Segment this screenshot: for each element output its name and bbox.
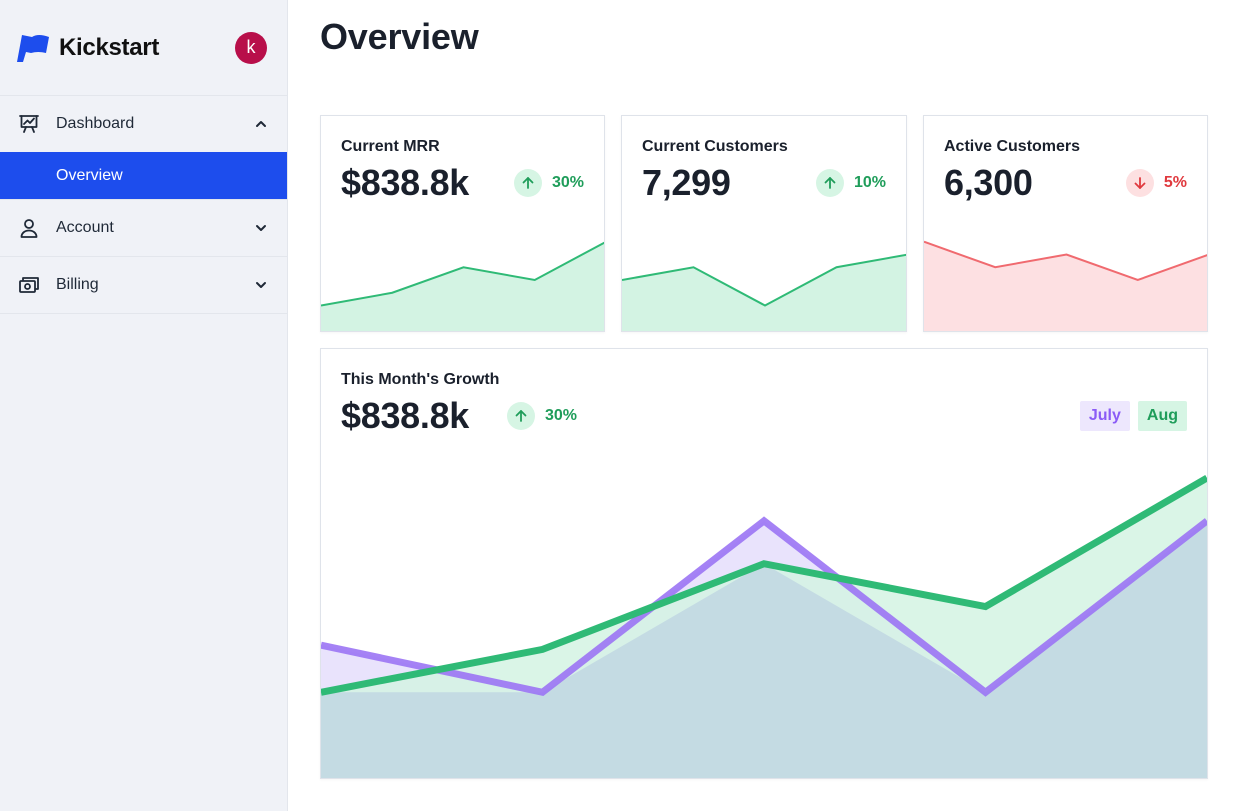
sparkline-area: [622, 254, 906, 331]
series-area-overlap: [321, 520, 1207, 778]
stat-title: Current Customers: [642, 138, 788, 155]
sidebar-item-dashboard[interactable]: Dashboard: [0, 96, 287, 152]
chart-legend: July Aug: [1079, 401, 1187, 431]
sidebar-item-account[interactable]: Account: [0, 200, 287, 257]
stat-delta-value: 10%: [853, 174, 886, 191]
avatar[interactable]: k: [235, 31, 267, 64]
arrow-up-icon: [513, 169, 542, 197]
growth-value: $838.8k: [341, 395, 470, 436]
sparkline-chart: [321, 241, 604, 331]
sidebar: Kickstart k Dashboard Overview Account: [0, 0, 288, 811]
stat-delta: 10%: [815, 169, 886, 197]
stat-value: 7,299: [642, 162, 731, 203]
arrow-up-icon: [815, 169, 844, 197]
growth-title: This Month's Growth: [341, 371, 500, 388]
growth-delta: 30%: [507, 402, 577, 430]
stat-delta: 30%: [513, 169, 584, 197]
sparkline-area: [924, 241, 1207, 331]
legend-item-july[interactable]: July: [1079, 401, 1130, 431]
series-line-july: [321, 516, 1207, 697]
sidebar-item-label: Billing: [56, 276, 99, 293]
cash-icon: [18, 274, 40, 296]
arrow-down-icon: [1125, 169, 1154, 197]
stat-title: Active Customers: [944, 138, 1081, 155]
stat-card-active-customers: Active Customers 6,300 5%: [923, 115, 1208, 332]
stat-delta-value: 30%: [551, 174, 584, 191]
brand-name[interactable]: Kickstart: [59, 33, 160, 61]
stat-card-mrr: Current MRR $838.8k 30%: [320, 115, 605, 332]
flag-icon[interactable]: [16, 31, 52, 65]
sparkline-line: [622, 253, 906, 307]
sparkline-line: [924, 240, 1207, 282]
sparkline-chart: [622, 253, 906, 331]
chevron-up-icon[interactable]: [253, 116, 269, 132]
sidebar-item-billing[interactable]: Billing: [0, 257, 287, 314]
sidebar-item-overview[interactable]: Overview: [0, 152, 287, 200]
growth-area-chart: [321, 474, 1207, 778]
stat-title: Current MRR: [341, 138, 440, 155]
sparkline-chart: [924, 240, 1207, 331]
stat-delta-value: 5%: [1163, 174, 1187, 191]
sidebar-item-label: Account: [56, 219, 114, 236]
brand: Kickstart k: [0, 0, 287, 96]
user-icon: [18, 217, 40, 239]
legend-item-aug[interactable]: Aug: [1137, 401, 1187, 431]
stat-value: 6,300: [944, 162, 1033, 203]
sparkline-line: [321, 241, 604, 307]
main-content: Overview Current MRR $838.8k 30% Current…: [288, 0, 1240, 811]
growth-card: This Month's Growth $838.8k 30% July Aug: [320, 348, 1208, 779]
stat-value: $838.8k: [341, 162, 470, 203]
series-line-aug: [321, 474, 1207, 696]
stat-delta: 5%: [1125, 169, 1187, 197]
arrow-up-icon: [507, 402, 535, 430]
stat-card-customers: Current Customers 7,299 10%: [621, 115, 907, 332]
presentation-chart-icon: [18, 113, 40, 135]
chevron-down-icon[interactable]: [253, 277, 269, 293]
page-title: Overview: [320, 16, 479, 57]
sparkline-area: [321, 242, 604, 331]
sidebar-item-label: Dashboard: [56, 115, 135, 132]
chevron-down-icon[interactable]: [253, 220, 269, 236]
growth-delta-value: 30%: [545, 407, 578, 424]
